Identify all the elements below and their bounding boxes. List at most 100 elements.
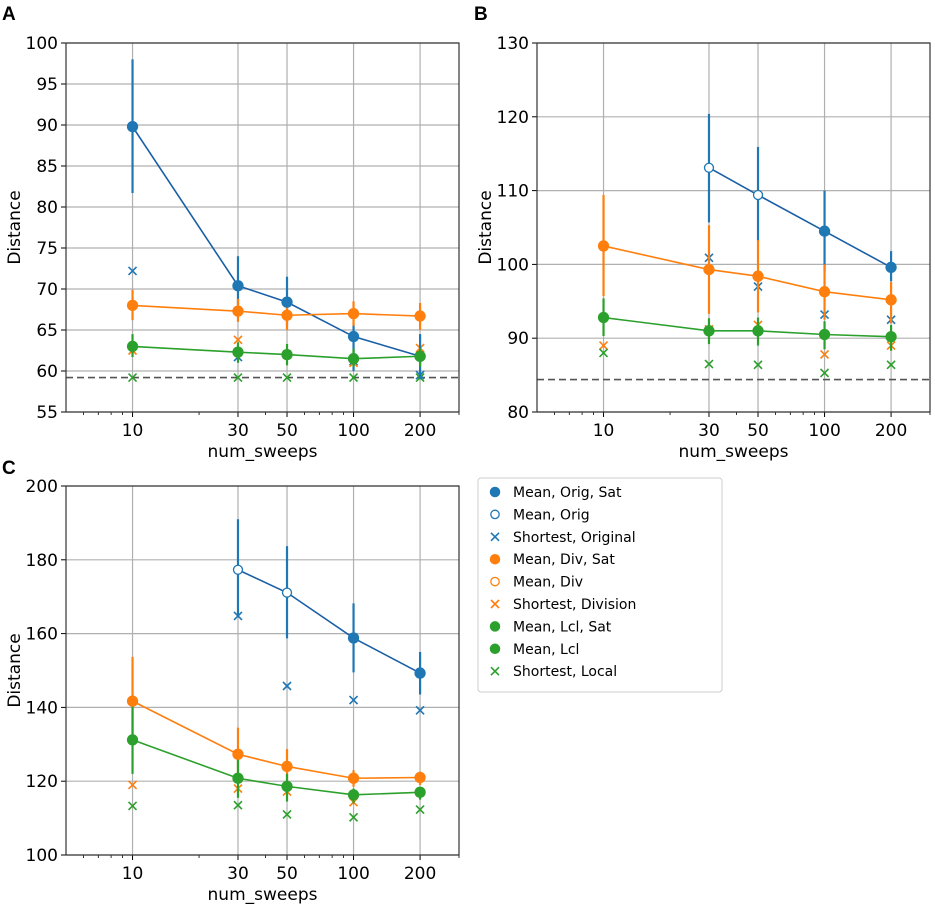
y-tick-label: 180 — [26, 551, 58, 571]
legend-entry: Shortest, Division — [490, 597, 636, 613]
shortest-marker-shortest-original — [233, 611, 243, 621]
shortest-marker-shortest-local — [598, 348, 609, 358]
shortest-marker-shortest-original — [282, 681, 292, 691]
y-tick-label: 55 — [36, 403, 58, 423]
legend-entry: Mean, Orig — [490, 507, 590, 523]
y-tick-label: 95 — [36, 75, 58, 95]
mean-marker-sat — [126, 120, 139, 133]
shortest-marker-shortest-local — [233, 372, 243, 383]
legend-filled-circle — [489, 643, 501, 655]
panel-c: C 100 120 140 160 180 200 10 30 50 100 200 num_sweep… — [2, 458, 460, 905]
mean-marker-sat — [281, 348, 293, 361]
x-tick-label: 10 — [122, 864, 144, 884]
y-tick-label: 120 — [497, 108, 529, 128]
mean-marker-sat — [281, 309, 293, 321]
series-line-mean-lcl — [603, 316, 892, 338]
mean-marker-sat — [126, 695, 139, 707]
mean-marker-sat — [818, 286, 831, 298]
shortest-marker-shortest-original — [127, 266, 138, 276]
x-tick-label: 200 — [404, 421, 436, 441]
mean-marker-sat — [126, 299, 139, 312]
series-line-mean-lcl — [132, 345, 421, 360]
y-tick-label: 65 — [36, 321, 58, 341]
legend-entry: Shortest, Original — [490, 530, 636, 546]
mean-marker-sat — [752, 325, 764, 337]
shortest-marker-shortest-local — [819, 368, 830, 378]
mean-marker-sat — [347, 330, 360, 343]
x-tick-label: 50 — [276, 421, 298, 441]
legend-x-marker — [490, 599, 500, 609]
mean-marker-sat — [414, 310, 426, 322]
x-tick-label: 200 — [404, 864, 436, 884]
mean-marker-sat — [414, 771, 426, 784]
y-tick-label: 130 — [497, 34, 529, 54]
series-line-mean-orig — [708, 167, 892, 269]
y-tick-label: 60 — [36, 362, 58, 382]
mean-marker — [752, 189, 764, 201]
panel-label: A — [2, 4, 16, 25]
shortest-marker-shortest-local — [348, 812, 359, 822]
y-tick-label: 90 — [507, 329, 529, 349]
legend-label: Shortest, Local — [513, 664, 617, 680]
x-tick-label: 100 — [808, 421, 840, 441]
x-tick-label: 200 — [875, 421, 907, 441]
shortest-marker-shortest-division — [819, 349, 830, 360]
legend-label: Mean, Div, Sat — [513, 552, 615, 568]
y-axis-label: Distance — [476, 190, 496, 264]
legend-entry: Mean, Orig, Sat — [489, 485, 622, 501]
mean-marker-sat — [597, 240, 610, 252]
series-line-mean-orig — [131, 126, 421, 358]
legend-label: Mean, Orig, Sat — [513, 485, 622, 501]
mean-marker-sat — [347, 353, 360, 365]
panel-a: A 55 60 65 70 75 80 85 90 95 100 10 30 50 100 200 num_sw… — [2, 4, 460, 462]
mean-marker-sat — [885, 261, 897, 274]
panel-label: C — [2, 458, 16, 479]
legend-x-marker — [490, 666, 500, 676]
panel-label: B — [474, 4, 488, 25]
x-tick-label: 50 — [747, 421, 769, 441]
y-tick-label: 80 — [507, 403, 529, 423]
mean-marker-sat — [347, 307, 360, 320]
mean-marker-sat — [414, 786, 426, 798]
shortest-marker-shortest-local — [886, 360, 896, 370]
mean-marker — [232, 564, 244, 575]
y-axis-label: Distance — [5, 633, 25, 707]
x-tick-label: 100 — [337, 421, 369, 441]
mean-marker-sat — [347, 632, 360, 644]
shortest-marker-shortest-local — [127, 372, 138, 383]
series-line-mean-div — [132, 304, 421, 317]
y-tick-label: 80 — [36, 198, 58, 218]
mean-marker-sat — [885, 331, 897, 343]
legend-label: Shortest, Original — [513, 530, 636, 546]
mean-marker — [281, 587, 293, 598]
mean-marker-sat — [126, 340, 139, 353]
legend-label: Mean, Div — [513, 575, 583, 591]
shortest-marker-shortest-division — [598, 341, 609, 351]
mean-marker-sat — [818, 328, 831, 341]
legend-label: Mean, Lcl, Sat — [513, 619, 612, 635]
legend-box — [477, 477, 723, 693]
x-tick-label: 100 — [337, 864, 369, 884]
shortest-marker-shortest-local — [282, 809, 292, 819]
legend-entry: Mean, Lcl — [489, 642, 579, 658]
y-tick-label: 100 — [497, 255, 529, 275]
x-tick-label: 30 — [227, 864, 249, 884]
x-axis-label: num_sweeps — [208, 442, 318, 462]
x-axis-label: num_sweeps — [208, 885, 318, 905]
shortest-marker-shortest-original — [415, 705, 425, 715]
legend-entry: Shortest, Local — [490, 664, 617, 680]
shortest-marker-shortest-local — [127, 801, 138, 811]
y-tick-label: 70 — [36, 280, 58, 300]
shortest-marker-shortest-local — [348, 372, 359, 383]
mean-marker-sat — [232, 772, 244, 784]
y-tick-label: 160 — [26, 625, 58, 645]
x-tick-label: 10 — [593, 421, 615, 441]
series-line-mean-orig — [237, 569, 421, 674]
mean-marker-sat — [703, 263, 715, 276]
x-axis-label: num_sweeps — [679, 442, 789, 462]
shortest-marker-shortest-local — [704, 359, 714, 369]
legend-entry: Mean, Div — [490, 575, 583, 591]
x-tick-label: 50 — [276, 864, 298, 884]
mean-marker — [703, 162, 715, 173]
